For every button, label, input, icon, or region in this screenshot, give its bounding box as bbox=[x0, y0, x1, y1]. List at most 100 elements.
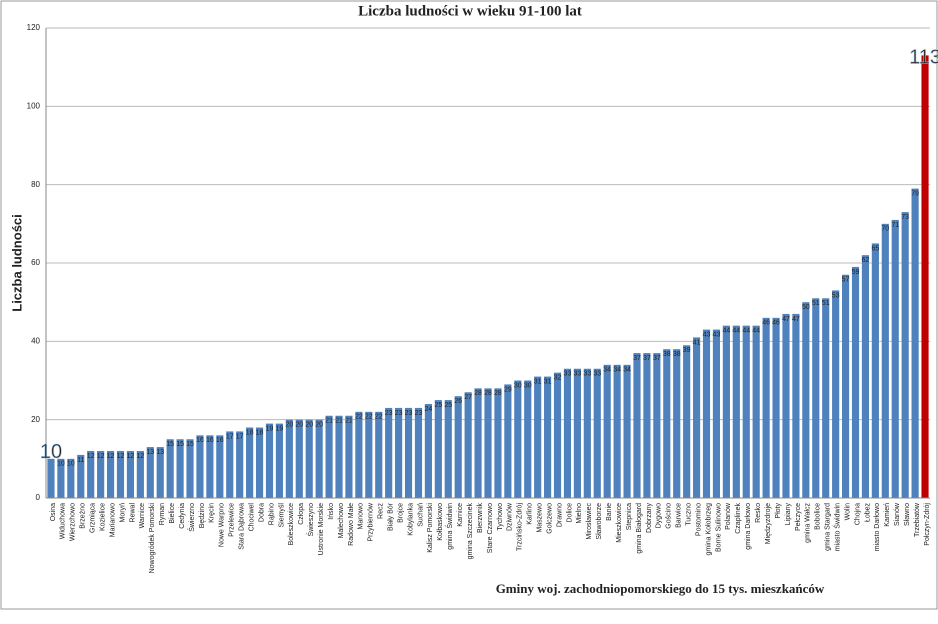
x-tick-label: Kołbaskowo bbox=[437, 503, 444, 541]
x-tick-label: Karnice bbox=[457, 503, 464, 527]
x-tick-label: Moryń bbox=[119, 503, 126, 523]
bar bbox=[176, 439, 184, 498]
value-label: 16 bbox=[196, 437, 204, 444]
value-label: 33 bbox=[564, 371, 572, 378]
y-tick-label: 40 bbox=[31, 336, 40, 345]
value-label: 38 bbox=[673, 351, 681, 358]
value-label: 34 bbox=[623, 367, 631, 374]
value-label: 19 bbox=[266, 425, 274, 432]
bar bbox=[563, 368, 572, 498]
y-tick-label: 60 bbox=[31, 258, 40, 267]
x-tick-label: Cedynia bbox=[179, 503, 186, 529]
value-label: 15 bbox=[176, 441, 184, 448]
bar bbox=[295, 419, 303, 498]
value-label: 23 bbox=[385, 410, 393, 417]
value-label: 53 bbox=[832, 292, 840, 299]
value-label: 25 bbox=[444, 402, 452, 409]
bar bbox=[226, 431, 234, 498]
x-tick-label: Chociwel bbox=[248, 503, 255, 532]
value-label: 46 bbox=[762, 320, 770, 327]
value-label: 33 bbox=[583, 371, 591, 378]
bar bbox=[861, 255, 870, 498]
x-tick-label: Osina bbox=[50, 503, 57, 521]
value-label: 47 bbox=[782, 316, 790, 323]
value-label: 18 bbox=[246, 429, 254, 436]
value-label: 15 bbox=[186, 441, 194, 448]
value-label: 31 bbox=[534, 378, 542, 385]
value-label: 37 bbox=[633, 355, 641, 362]
value-label: 41 bbox=[693, 339, 701, 346]
x-tick-label: Wierzchowo bbox=[70, 503, 77, 541]
value-label: 29 bbox=[504, 386, 512, 393]
value-label: 25 bbox=[434, 402, 442, 409]
bar bbox=[246, 427, 254, 498]
value-label: 10 bbox=[57, 461, 65, 468]
x-tick-label: Dziwnów bbox=[507, 502, 514, 531]
value-label: 13 bbox=[146, 449, 154, 456]
value-label: 22 bbox=[355, 414, 363, 421]
x-tick-label: Rewal bbox=[129, 503, 136, 523]
value-label: 57 bbox=[842, 277, 850, 284]
x-tick-label: Marianowo bbox=[109, 503, 116, 537]
bar bbox=[722, 325, 730, 498]
bar bbox=[921, 55, 929, 499]
value-label: 23 bbox=[405, 410, 413, 417]
bar bbox=[236, 431, 244, 498]
bar bbox=[524, 380, 532, 498]
x-tick-label: Warnice bbox=[139, 503, 146, 529]
bar bbox=[47, 458, 55, 498]
x-tick-label: Barwice bbox=[676, 503, 683, 528]
value-label: 13 bbox=[156, 449, 164, 456]
x-tick-label: Tuczno bbox=[685, 503, 692, 526]
y-tick-label: 0 bbox=[36, 493, 41, 502]
value-label: 51 bbox=[822, 300, 830, 307]
bar bbox=[196, 435, 204, 498]
x-tick-label: Świerzno bbox=[187, 503, 196, 532]
bar bbox=[116, 451, 125, 498]
value-label: 28 bbox=[484, 390, 492, 397]
x-tick-label: Mirosławiec bbox=[586, 503, 593, 540]
bar bbox=[335, 415, 343, 498]
bar bbox=[275, 423, 283, 498]
x-tick-label: Banie bbox=[606, 503, 613, 521]
x-tick-label: Siemyśl bbox=[278, 503, 285, 528]
bar bbox=[504, 384, 512, 498]
x-tick-label: Międzyzdroje bbox=[765, 503, 772, 544]
x-tick-label: Postomino bbox=[695, 503, 702, 536]
x-tick-label: Kalisz Pomorski bbox=[427, 503, 434, 553]
bar bbox=[792, 313, 800, 498]
bar bbox=[822, 298, 830, 498]
bar bbox=[593, 368, 601, 498]
value-label: 26 bbox=[454, 398, 462, 405]
bar bbox=[663, 349, 671, 498]
bar bbox=[643, 353, 651, 498]
bar bbox=[464, 392, 472, 498]
value-label: 113 bbox=[909, 47, 938, 69]
x-tick-label: Ińsko bbox=[328, 503, 335, 520]
x-tick-label: Kamień bbox=[884, 503, 891, 527]
x-tick-label: Płoty bbox=[775, 503, 782, 519]
value-label: 50 bbox=[802, 304, 810, 311]
value-label: 20 bbox=[295, 422, 303, 429]
bar bbox=[67, 458, 75, 498]
x-tick-label: Trzcińsko-Zdrój bbox=[517, 503, 524, 551]
x-tick-label: Bobolice bbox=[815, 503, 822, 530]
value-label: 30 bbox=[524, 382, 532, 389]
bar bbox=[355, 411, 363, 498]
x-tick-label: Bierzwnik bbox=[477, 503, 484, 533]
value-label: 19 bbox=[276, 425, 284, 432]
bar bbox=[603, 364, 611, 498]
x-tick-label: Dygowo bbox=[656, 503, 663, 528]
value-label: 18 bbox=[256, 429, 264, 436]
value-label: 44 bbox=[732, 328, 740, 335]
bar bbox=[782, 313, 790, 498]
value-label: 39 bbox=[683, 347, 691, 354]
value-label: 12 bbox=[127, 453, 135, 460]
bar bbox=[255, 427, 264, 498]
bar bbox=[911, 188, 919, 499]
value-label: 33 bbox=[593, 371, 601, 378]
x-tick-label: Będzino bbox=[199, 503, 206, 528]
bar bbox=[87, 451, 95, 498]
bar bbox=[305, 419, 313, 498]
bar bbox=[365, 411, 373, 498]
